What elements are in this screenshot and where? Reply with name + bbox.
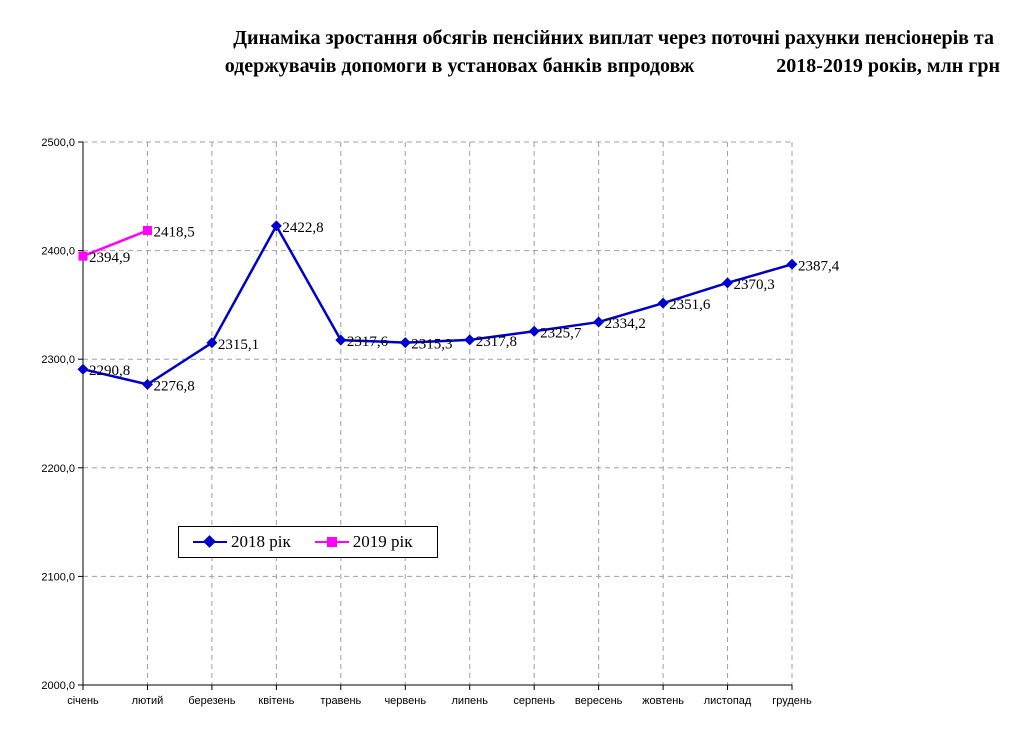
data-point-2019 <box>142 226 152 236</box>
x-tick-label: січень <box>67 695 99 707</box>
x-tick-label: квітень <box>258 695 294 707</box>
x-tick-label: серпень <box>513 695 555 707</box>
title-line-2-part-a: одержувачів допомоги в установах банків … <box>224 55 695 77</box>
series-line-2019 <box>82 229 148 258</box>
data-point-2018 <box>657 297 669 309</box>
data-label: 2351,6 <box>669 297 711 313</box>
data-point-2018 <box>464 334 476 346</box>
x-tick-label: лютий <box>132 695 164 707</box>
x-tick-label: травень <box>320 695 361 707</box>
data-label: 2418,5 <box>153 225 194 241</box>
legend-item-2018: 2018 рік <box>193 532 291 552</box>
data-point-2018 <box>528 325 540 337</box>
x-tick-label: грудень <box>772 695 812 707</box>
legend-label-2018: 2018 рік <box>231 532 291 551</box>
data-label: 2325,7 <box>540 325 582 341</box>
x-tick-label: липень <box>452 695 489 707</box>
y-tick-label: 2100,0 <box>41 571 75 583</box>
data-label: 2290,8 <box>89 363 130 379</box>
data-label: 2387,4 <box>798 258 840 274</box>
data-label: 2315,3 <box>411 337 452 353</box>
data-label: 2394,9 <box>89 250 130 266</box>
data-point-2018 <box>593 316 605 328</box>
title-line-1: Динаміка зростання обсягів пенсійних вип… <box>233 27 994 49</box>
y-tick-label: 2500,0 <box>41 137 75 149</box>
data-point-2018 <box>270 220 282 232</box>
x-tick-label: листопад <box>704 695 752 707</box>
y-tick-label: 2400,0 <box>41 246 75 258</box>
data-label: 2370,3 <box>734 277 775 293</box>
data-point-2018 <box>786 258 798 270</box>
title-line-2-part-b: 2018-2019 років, млн грн <box>776 55 1000 77</box>
chart-title: Динаміка зростання обсягів пенсійних вип… <box>140 24 1000 80</box>
legend-label-2019: 2019 рік <box>352 532 413 551</box>
x-tick-label: червень <box>384 695 426 707</box>
legend-swatch-2018 <box>193 535 227 549</box>
data-point-2018 <box>335 334 347 346</box>
chart-legend: 2018 рік 2019 рік <box>178 526 438 558</box>
data-point-2018 <box>141 378 153 390</box>
x-tick-label: жовтень <box>642 695 684 707</box>
data-point-2018 <box>399 337 411 349</box>
data-point-2019 <box>78 251 88 261</box>
data-point-2018 <box>722 277 734 289</box>
x-tick-label: березень <box>188 695 235 707</box>
data-point-2018 <box>206 337 218 349</box>
y-tick-label: 2000,0 <box>41 680 75 692</box>
data-label: 2422,8 <box>282 220 323 236</box>
series-line-2018 <box>82 224 793 386</box>
data-label: 2317,8 <box>476 334 517 350</box>
data-point-2018 <box>77 363 89 375</box>
data-label: 2276,8 <box>153 378 194 394</box>
data-label: 2317,6 <box>347 334 389 350</box>
y-tick-label: 2300,0 <box>41 354 75 366</box>
y-tick-label: 2200,0 <box>41 463 75 475</box>
legend-item-2019: 2019 рік <box>314 532 413 552</box>
x-tick-label: вересень <box>575 695 623 707</box>
legend-swatch-2019 <box>314 535 349 549</box>
title-line-2: одержувачів допомоги в установах банків … <box>140 52 1000 80</box>
data-label: 2334,2 <box>605 316 646 332</box>
data-label: 2315,1 <box>218 337 259 353</box>
